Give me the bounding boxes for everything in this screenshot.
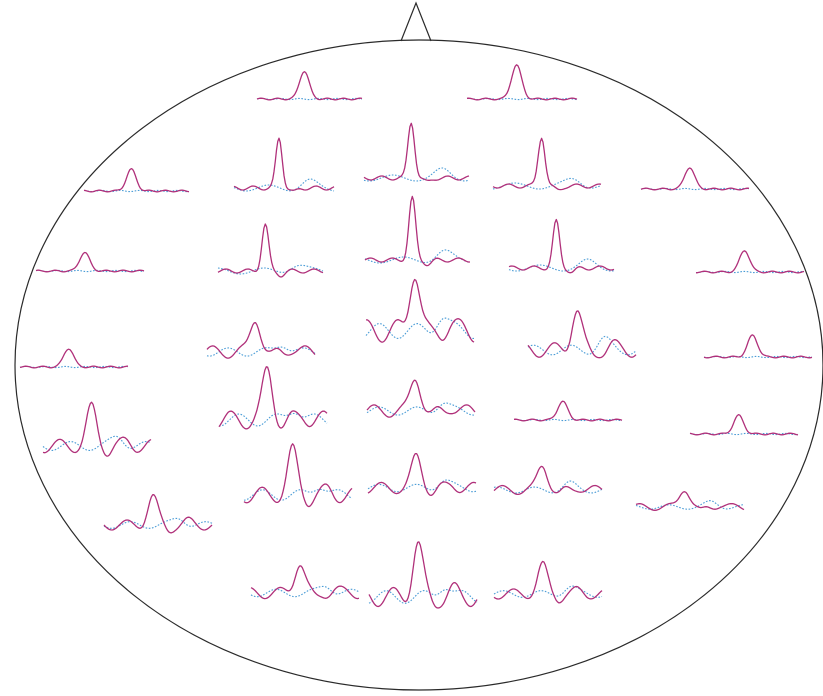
trace-condition-b bbox=[466, 97, 578, 101]
channel-ch15 bbox=[365, 278, 475, 343]
trace-condition-a bbox=[233, 137, 335, 191]
trace-condition-a bbox=[492, 137, 602, 191]
channel-ch14 bbox=[206, 322, 316, 359]
channel-ch04 bbox=[233, 137, 335, 192]
trace-condition-a bbox=[83, 167, 190, 193]
trace-condition-b bbox=[219, 412, 328, 427]
trace-condition-b bbox=[508, 258, 615, 272]
scalp-ellipse bbox=[14, 39, 823, 691]
trace-condition-b bbox=[635, 500, 744, 510]
trace-condition-b bbox=[367, 479, 477, 493]
trace-condition-a bbox=[19, 348, 128, 369]
channel-traces bbox=[19, 64, 813, 609]
trace-condition-a bbox=[35, 251, 145, 273]
trace-condition-a bbox=[256, 71, 363, 101]
channel-ch10 bbox=[364, 195, 471, 267]
trace-condition-b bbox=[527, 335, 637, 356]
trace-condition-a bbox=[689, 413, 799, 436]
nose-marker bbox=[400, 1, 432, 42]
trace-condition-b bbox=[492, 177, 602, 190]
trace-condition-b bbox=[206, 346, 316, 357]
trace-condition-b bbox=[366, 402, 476, 416]
channel-ch17 bbox=[703, 334, 813, 359]
channel-ch25 bbox=[367, 452, 477, 496]
channel-ch07 bbox=[640, 167, 750, 191]
trace-condition-a bbox=[217, 223, 324, 278]
channel-ch28 bbox=[250, 565, 360, 600]
trace-condition-a bbox=[103, 494, 213, 534]
trace-condition-a bbox=[635, 491, 745, 511]
channel-ch21 bbox=[513, 400, 623, 422]
trace-condition-a bbox=[364, 195, 470, 267]
trace-condition-b bbox=[364, 249, 471, 264]
trace-condition-a bbox=[367, 452, 477, 496]
trace-condition-a bbox=[703, 334, 813, 359]
channel-ch09 bbox=[217, 223, 324, 278]
channel-ch22 bbox=[689, 413, 799, 436]
trace-condition-a bbox=[366, 278, 475, 343]
trace-condition-a bbox=[42, 401, 152, 457]
channel-ch29 bbox=[368, 541, 478, 609]
trace-condition-b bbox=[243, 488, 353, 501]
channel-ch18 bbox=[42, 401, 152, 457]
channel-ch30 bbox=[493, 560, 603, 604]
trace-condition-a bbox=[218, 366, 328, 430]
trace-condition-b bbox=[365, 317, 474, 339]
trace-condition-b bbox=[103, 517, 213, 529]
channel-ch19 bbox=[218, 366, 328, 430]
channel-ch11 bbox=[508, 218, 615, 274]
channel-ch03 bbox=[83, 167, 190, 193]
channel-ch26 bbox=[493, 465, 603, 496]
trace-condition-b bbox=[217, 264, 324, 275]
trace-condition-a bbox=[508, 218, 615, 274]
trace-condition-b bbox=[42, 435, 152, 451]
channel-ch23 bbox=[103, 494, 213, 534]
trace-condition-b bbox=[368, 589, 478, 604]
trace-condition-a bbox=[527, 310, 637, 359]
trace-condition-b bbox=[233, 178, 335, 192]
channel-ch06 bbox=[492, 137, 602, 191]
channel-ch16 bbox=[527, 310, 637, 359]
trace-condition-b bbox=[640, 187, 750, 191]
trace-condition-b bbox=[703, 355, 813, 359]
channel-ch13 bbox=[19, 348, 129, 369]
trace-condition-b bbox=[363, 167, 470, 182]
trace-condition-b bbox=[35, 269, 145, 273]
channel-ch24 bbox=[243, 443, 353, 508]
trace-condition-a bbox=[243, 443, 353, 508]
trace-condition-a bbox=[250, 565, 360, 600]
head-outline bbox=[14, 1, 823, 691]
trace-condition-a bbox=[466, 64, 578, 101]
channel-ch05 bbox=[363, 122, 470, 182]
trace-condition-a bbox=[640, 167, 750, 191]
trace-condition-a bbox=[493, 560, 603, 604]
trace-condition-a bbox=[366, 379, 476, 418]
trace-condition-a bbox=[493, 465, 603, 496]
channel-ch20 bbox=[366, 379, 476, 418]
trace-condition-a bbox=[363, 122, 470, 181]
trace-condition-a bbox=[695, 250, 805, 274]
channel-ch02 bbox=[466, 64, 578, 101]
trace-condition-a bbox=[513, 400, 623, 422]
trace-condition-b bbox=[19, 365, 129, 369]
channel-ch01 bbox=[256, 71, 363, 101]
trace-condition-a bbox=[206, 322, 316, 359]
channel-ch12 bbox=[695, 250, 805, 274]
trace-condition-b bbox=[493, 585, 603, 598]
channel-ch08 bbox=[35, 251, 145, 273]
channel-ch27 bbox=[635, 491, 745, 511]
trace-condition-b bbox=[250, 585, 360, 598]
trace-condition-a bbox=[368, 541, 478, 609]
